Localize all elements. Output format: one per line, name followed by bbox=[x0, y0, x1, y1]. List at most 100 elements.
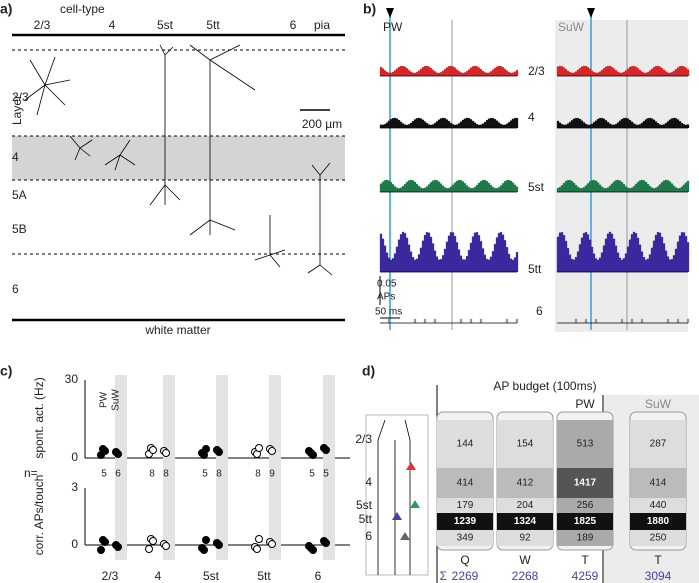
neurons bbox=[24, 44, 333, 276]
psth bbox=[556, 231, 690, 272]
scale-x: 50 ms bbox=[375, 307, 402, 318]
cell-type: 2/3 bbox=[34, 18, 51, 32]
segment-value: 1417 bbox=[574, 478, 597, 489]
column-sum: 2269 bbox=[452, 569, 479, 583]
layer-label: 5tt bbox=[359, 512, 373, 526]
column-label: Q bbox=[460, 553, 469, 567]
row-label: 2/3 bbox=[528, 64, 545, 78]
layer-label: 2/3 bbox=[355, 432, 372, 446]
layer-label: 4 bbox=[365, 475, 372, 489]
psth bbox=[379, 179, 519, 192]
point bbox=[162, 542, 170, 550]
n-value: 5 bbox=[202, 469, 208, 480]
point bbox=[145, 545, 153, 553]
n-value: 8 bbox=[216, 469, 222, 480]
segment bbox=[437, 468, 493, 498]
row-label: 5tt bbox=[528, 262, 542, 276]
condition: PW bbox=[99, 391, 110, 408]
segment-value: 414 bbox=[650, 478, 667, 489]
header: cell-type bbox=[60, 2, 105, 16]
title: AP budget (100ms) bbox=[493, 379, 596, 393]
suw-band bbox=[163, 375, 175, 560]
category: 5st bbox=[203, 569, 220, 583]
segment bbox=[437, 530, 493, 546]
layer4-band bbox=[12, 136, 345, 180]
panel-label: b) bbox=[363, 1, 376, 17]
segment bbox=[557, 468, 613, 498]
cell-type: 5st bbox=[157, 18, 174, 32]
tick-label: 30 bbox=[65, 372, 79, 386]
layer-borders bbox=[12, 49, 345, 255]
category: 6 bbox=[315, 569, 322, 583]
suw-band bbox=[323, 375, 335, 560]
psth bbox=[556, 117, 690, 128]
point bbox=[149, 446, 157, 454]
segment bbox=[630, 530, 686, 546]
cell-icon bbox=[410, 500, 420, 508]
n-label: n= bbox=[24, 466, 38, 480]
segment bbox=[437, 513, 493, 530]
condition: SuW bbox=[558, 20, 585, 34]
segment bbox=[557, 498, 613, 513]
point bbox=[202, 445, 210, 453]
segment-value: 440 bbox=[650, 500, 667, 511]
suw-band bbox=[269, 375, 281, 560]
segment bbox=[630, 513, 686, 530]
n-value: 8 bbox=[255, 469, 261, 480]
n-value: 5 bbox=[323, 469, 329, 480]
cell-type: pia bbox=[314, 18, 330, 32]
cell-type: 6 bbox=[290, 18, 297, 32]
segment bbox=[437, 498, 493, 513]
segment bbox=[557, 513, 613, 530]
segment bbox=[630, 420, 686, 468]
category: 4 bbox=[155, 569, 162, 583]
row-label: 6 bbox=[536, 304, 543, 318]
point bbox=[202, 536, 210, 544]
condition: SuW bbox=[111, 389, 122, 411]
point bbox=[322, 539, 330, 547]
point bbox=[255, 444, 263, 452]
column-label: T bbox=[654, 553, 662, 567]
layer-label: 6 bbox=[12, 282, 19, 296]
condition: SuW bbox=[645, 397, 672, 411]
panel-c: c) spont. act. (Hz) corr. APs/touch 30 0… bbox=[0, 363, 78, 556]
category: 2/3 bbox=[102, 569, 119, 583]
segment bbox=[437, 420, 493, 468]
point bbox=[162, 449, 170, 457]
segment-value: 179 bbox=[457, 500, 474, 511]
segment-value: 513 bbox=[577, 439, 594, 450]
column-label: T bbox=[581, 553, 589, 567]
axis-title: corr. APs/touch bbox=[32, 475, 46, 556]
point bbox=[309, 451, 317, 459]
layer-label: 5B bbox=[12, 222, 27, 236]
point bbox=[322, 446, 330, 454]
segment bbox=[557, 530, 613, 546]
cell-icon bbox=[406, 462, 416, 470]
point bbox=[101, 447, 109, 455]
segment bbox=[630, 468, 686, 498]
segment bbox=[497, 498, 553, 513]
bottom-label: white matter bbox=[144, 323, 210, 337]
row-label: 4 bbox=[528, 110, 535, 124]
point bbox=[215, 541, 223, 549]
point bbox=[255, 535, 263, 543]
psth bbox=[556, 179, 690, 192]
segment bbox=[497, 468, 553, 498]
point bbox=[200, 546, 208, 554]
panel-a: a) cell-type 200 µm white matter Layer bbox=[0, 1, 345, 337]
psth bbox=[556, 65, 690, 76]
segment-value: 1239 bbox=[454, 516, 477, 527]
n-value: 8 bbox=[163, 469, 169, 480]
layer-label: 6 bbox=[365, 529, 372, 543]
category: 5tt bbox=[257, 569, 271, 583]
tick-label: 0 bbox=[71, 450, 78, 464]
cell-icon bbox=[400, 532, 410, 540]
suw-band bbox=[115, 375, 127, 560]
arrow bbox=[386, 8, 595, 18]
segment-value: 1880 bbox=[647, 516, 670, 527]
panel-label: c) bbox=[0, 363, 12, 379]
psth bbox=[379, 65, 519, 76]
tick-label: 0 bbox=[71, 537, 78, 551]
point bbox=[253, 545, 261, 553]
layer-label: 5st bbox=[356, 498, 373, 512]
